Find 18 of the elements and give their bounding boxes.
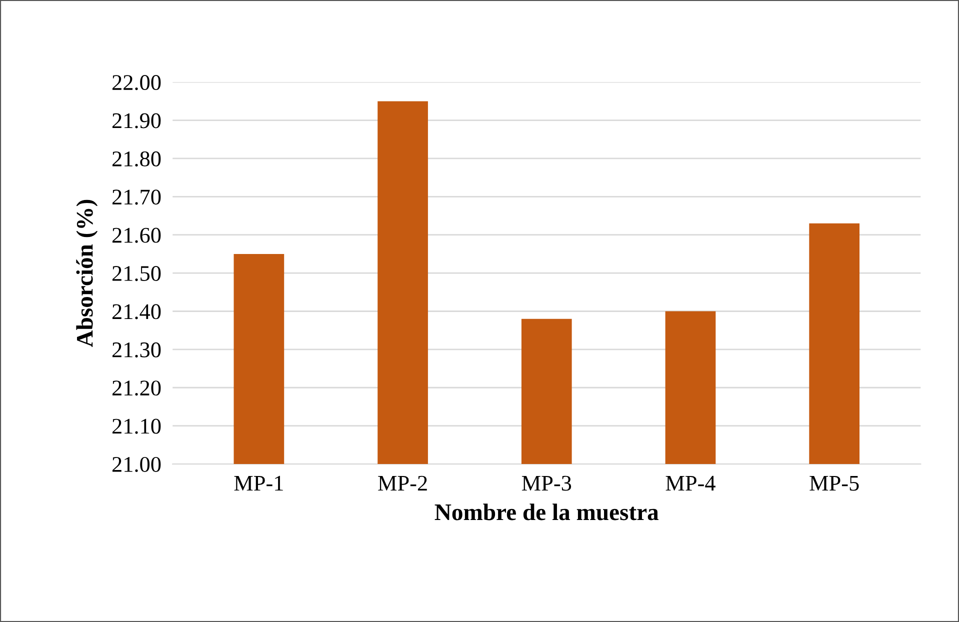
y-tick-label: 22.00 (112, 75, 161, 90)
y-tick-label: 21.40 (112, 304, 161, 320)
y-axis-title: Absorción (%) (76, 200, 98, 348)
x-axis-title: Nombre de la muestra (434, 504, 659, 520)
x-tick-label: MP-5 (810, 476, 859, 491)
y-tick-label: 21.30 (112, 342, 161, 358)
y-tick-label: 21.20 (112, 380, 161, 396)
x-tick-label: MP-2 (378, 476, 427, 491)
y-tick-label: 21.90 (112, 113, 161, 128)
x-tick-label: MP-3 (522, 476, 572, 491)
y-tick-label: 21.00 (112, 456, 161, 472)
y-tick-label: 21.70 (112, 190, 161, 205)
x-tick-label: MP-4 (666, 476, 716, 491)
y-tick-label: 21.80 (112, 151, 161, 167)
y-tick-label: 21.10 (112, 418, 161, 434)
y-tick-label: 21.50 (112, 266, 161, 282)
y-tick-label: 21.60 (112, 228, 161, 243)
x-tick-label: MP-1 (234, 476, 283, 491)
